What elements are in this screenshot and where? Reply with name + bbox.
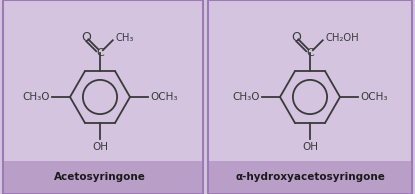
Text: O: O bbox=[81, 31, 91, 44]
Text: CH₂OH: CH₂OH bbox=[326, 33, 359, 43]
Text: OCH₃: OCH₃ bbox=[360, 92, 388, 102]
Bar bbox=[4, 161, 202, 193]
Text: CH₃: CH₃ bbox=[116, 33, 134, 43]
Bar bbox=[208, 0, 412, 194]
Text: C: C bbox=[306, 48, 314, 58]
Text: OH: OH bbox=[302, 142, 318, 152]
Bar bbox=[209, 161, 411, 193]
Text: O: O bbox=[291, 31, 301, 44]
Text: α-hydroxyacetosyringone: α-hydroxyacetosyringone bbox=[235, 172, 385, 182]
Text: CH₃O: CH₃O bbox=[22, 92, 50, 102]
Text: Acetosyringone: Acetosyringone bbox=[54, 172, 146, 182]
Text: CH₃O: CH₃O bbox=[232, 92, 260, 102]
Text: OH: OH bbox=[92, 142, 108, 152]
Bar bbox=[3, 0, 203, 194]
Text: C: C bbox=[96, 48, 104, 58]
Text: OCH₃: OCH₃ bbox=[150, 92, 178, 102]
